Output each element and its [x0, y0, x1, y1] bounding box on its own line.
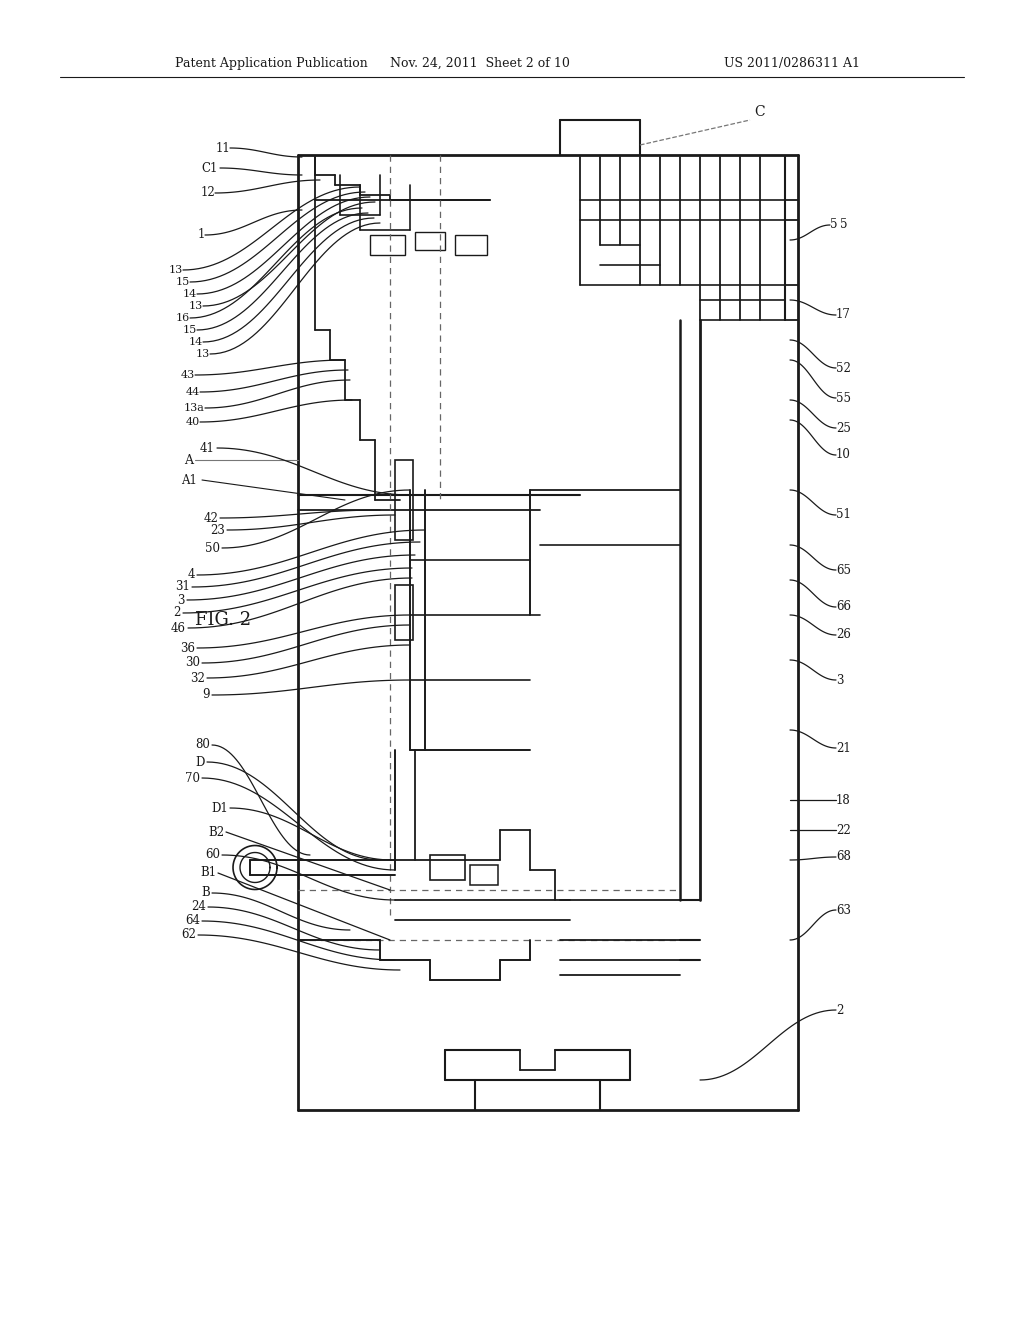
- Text: 15: 15: [182, 325, 197, 335]
- Bar: [370, 235, 406, 255]
- Text: US 2011/0286311 A1: US 2011/0286311 A1: [724, 57, 860, 70]
- Bar: [455, 235, 487, 255]
- Text: 5: 5: [840, 219, 848, 231]
- Text: 22: 22: [836, 824, 851, 837]
- Text: Nov. 24, 2011  Sheet 2 of 10: Nov. 24, 2011 Sheet 2 of 10: [390, 57, 570, 70]
- Text: 12: 12: [201, 186, 215, 199]
- Text: 18: 18: [836, 793, 851, 807]
- Text: 4: 4: [187, 569, 195, 582]
- Text: 23: 23: [210, 524, 225, 536]
- Text: 13a: 13a: [184, 403, 205, 413]
- Text: 50: 50: [205, 541, 220, 554]
- Text: 64: 64: [185, 915, 200, 928]
- Text: B: B: [202, 887, 210, 899]
- Text: 14: 14: [182, 289, 197, 300]
- Text: 46: 46: [171, 622, 186, 635]
- Text: A: A: [184, 454, 193, 466]
- Text: 5: 5: [830, 219, 838, 231]
- Text: 32: 32: [190, 672, 205, 685]
- Text: C1: C1: [202, 161, 218, 174]
- Text: 42: 42: [203, 511, 218, 524]
- Text: 14: 14: [188, 337, 203, 347]
- Text: Patent Application Publication: Patent Application Publication: [175, 57, 368, 70]
- Text: 9: 9: [203, 689, 210, 701]
- Text: 3: 3: [836, 673, 844, 686]
- Text: 70: 70: [185, 771, 200, 784]
- Text: 44: 44: [185, 387, 200, 397]
- Text: B1: B1: [200, 866, 216, 879]
- Text: 24: 24: [191, 900, 206, 913]
- Text: FIG. 2: FIG. 2: [195, 611, 251, 630]
- Text: 25: 25: [836, 421, 851, 434]
- Text: 3: 3: [177, 594, 185, 606]
- Text: 11: 11: [215, 141, 230, 154]
- Text: 52: 52: [836, 362, 851, 375]
- Bar: [395, 585, 413, 640]
- Text: 13: 13: [188, 301, 203, 312]
- Text: 15: 15: [176, 277, 190, 286]
- Text: 40: 40: [185, 417, 200, 426]
- Text: 41: 41: [200, 441, 215, 454]
- Text: C: C: [755, 106, 765, 119]
- Text: 68: 68: [836, 850, 851, 863]
- Text: 63: 63: [836, 903, 851, 916]
- Text: 26: 26: [836, 628, 851, 642]
- Text: 30: 30: [185, 656, 200, 669]
- Text: 36: 36: [180, 642, 195, 655]
- Text: 62: 62: [181, 928, 196, 941]
- Text: 16: 16: [176, 313, 190, 323]
- Text: 17: 17: [836, 309, 851, 322]
- Bar: [430, 855, 465, 880]
- Text: 13: 13: [169, 265, 183, 275]
- Bar: [415, 232, 445, 249]
- Text: D: D: [196, 755, 205, 768]
- Text: 10: 10: [836, 449, 851, 462]
- Text: 31: 31: [175, 581, 190, 594]
- Text: 21: 21: [836, 742, 851, 755]
- Text: 2: 2: [174, 606, 181, 619]
- Text: 60: 60: [205, 849, 220, 862]
- Text: 1: 1: [198, 228, 205, 242]
- Text: 43: 43: [181, 370, 195, 380]
- Text: 55: 55: [836, 392, 851, 404]
- Text: 51: 51: [836, 508, 851, 521]
- Text: A1: A1: [181, 474, 197, 487]
- Text: 2: 2: [836, 1003, 844, 1016]
- Text: 13: 13: [196, 348, 210, 359]
- Text: D1: D1: [211, 801, 228, 814]
- Text: B2: B2: [208, 825, 224, 838]
- Bar: [395, 459, 413, 540]
- Bar: [470, 865, 498, 884]
- Text: 65: 65: [836, 564, 851, 577]
- Text: 80: 80: [196, 738, 210, 751]
- Text: 66: 66: [836, 601, 851, 614]
